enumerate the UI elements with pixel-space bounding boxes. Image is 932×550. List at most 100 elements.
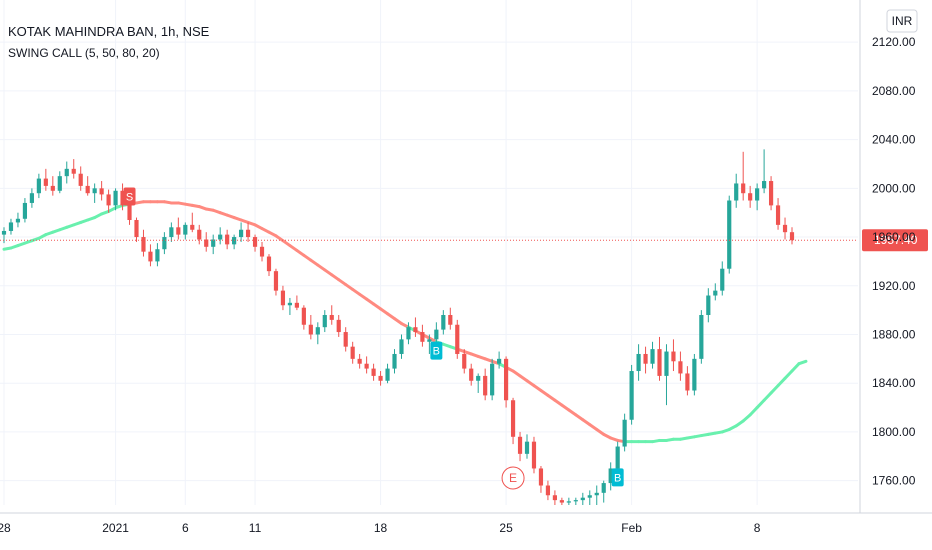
signal-label: S — [126, 192, 133, 204]
candle — [301, 305, 306, 330]
candle-body — [587, 495, 592, 498]
candle — [280, 285, 286, 311]
candle-body — [197, 229, 202, 240]
candle — [789, 227, 795, 245]
candle-body — [643, 353, 648, 364]
candle-body — [713, 290, 718, 296]
candle — [190, 212, 195, 233]
candle — [490, 358, 495, 401]
candle — [92, 183, 97, 203]
last-price-badge — [862, 229, 928, 252]
candle-body — [99, 188, 104, 195]
candle — [517, 431, 523, 462]
time-tick-label: 28 — [0, 521, 11, 535]
sell-signal-marker[interactable]: S — [123, 187, 136, 206]
signal-markers[interactable]: S B B E — [123, 187, 624, 490]
candle — [629, 364, 634, 425]
candle-body — [71, 168, 76, 174]
signal-box[interactable] — [430, 341, 443, 360]
candle-body — [503, 358, 509, 401]
candle — [29, 188, 34, 208]
buy-signal-marker[interactable]: B — [430, 341, 443, 360]
time-axis[interactable]: 28 2021 6 11 18 25 Feb 8 — [0, 521, 761, 535]
candle — [615, 441, 620, 474]
price-tick-label: 1880.00 — [872, 327, 916, 341]
price-axis[interactable]: 2120.00 2080.00 2040.00 2000.00 1960.00 1920.… — [872, 35, 916, 487]
ma-segment — [797, 359, 808, 366]
candle-body — [22, 202, 28, 219]
candle — [448, 307, 453, 330]
candle-body — [573, 500, 578, 502]
buy-signal-marker[interactable]: B — [611, 468, 624, 487]
candle — [155, 243, 160, 267]
candle-body — [308, 324, 313, 335]
candle-body — [141, 237, 146, 252]
candle-body — [148, 251, 153, 262]
candle-body — [259, 246, 265, 257]
price-tick-label: 2000.00 — [872, 181, 916, 195]
event-circle[interactable] — [501, 466, 525, 490]
candle — [371, 363, 376, 381]
candle — [692, 353, 697, 396]
candle — [531, 436, 537, 474]
candle-body — [664, 351, 669, 376]
candle-body — [455, 324, 460, 354]
candle — [183, 222, 188, 240]
candle-body — [545, 485, 551, 496]
candle-body — [629, 371, 634, 420]
candle — [573, 497, 578, 505]
last-price-badge-text: 1957.40 — [874, 233, 918, 247]
grid-lines — [0, 0, 932, 514]
candle-body — [106, 194, 111, 206]
candle-body — [448, 315, 453, 325]
candle-body — [120, 190, 125, 206]
currency-button-box[interactable] — [886, 9, 918, 33]
candle-body — [580, 497, 585, 501]
signal-label: B — [433, 346, 440, 358]
candle — [176, 217, 181, 240]
candle — [225, 229, 230, 250]
candle-body — [462, 353, 467, 369]
ma-segment — [741, 413, 752, 423]
candle — [64, 161, 69, 184]
signal-box[interactable] — [123, 187, 136, 206]
price-tick-label: 1920.00 — [872, 279, 916, 293]
currency-label: INR — [892, 14, 913, 28]
candle-body — [57, 176, 62, 191]
candle-body — [78, 173, 83, 186]
event-label: E — [509, 471, 517, 485]
candle — [141, 229, 146, 257]
candle — [78, 166, 83, 191]
price-tick-label: 1840.00 — [872, 376, 916, 390]
candle-body — [678, 361, 683, 374]
candle-body — [775, 205, 781, 225]
candle-body — [727, 200, 732, 269]
candle — [36, 173, 41, 199]
signal-box[interactable] — [611, 468, 624, 487]
candle-body — [538, 468, 544, 486]
currency-button[interactable]: INR — [886, 9, 918, 33]
candlestick-series — [1, 149, 795, 505]
candle-body — [490, 363, 495, 396]
candle-body — [608, 468, 613, 484]
candle — [245, 222, 251, 242]
candle — [239, 222, 244, 242]
candle — [552, 490, 557, 505]
price-tick-label: 2120.00 — [872, 35, 916, 49]
candle-body — [273, 271, 279, 291]
ma-segment — [755, 398, 766, 410]
candle — [113, 188, 118, 211]
candle — [734, 173, 739, 208]
price-tick-label: 1960.00 — [872, 230, 916, 244]
candle-body — [315, 327, 320, 335]
candle — [252, 234, 258, 252]
last-price-line: 1957.40 — [0, 229, 928, 252]
candle — [497, 351, 502, 369]
candle — [350, 341, 355, 364]
candle-body — [371, 368, 376, 376]
candle-body — [329, 315, 334, 320]
time-tick-label: 25 — [499, 521, 513, 535]
earnings-event-marker[interactable]: E — [501, 466, 525, 490]
